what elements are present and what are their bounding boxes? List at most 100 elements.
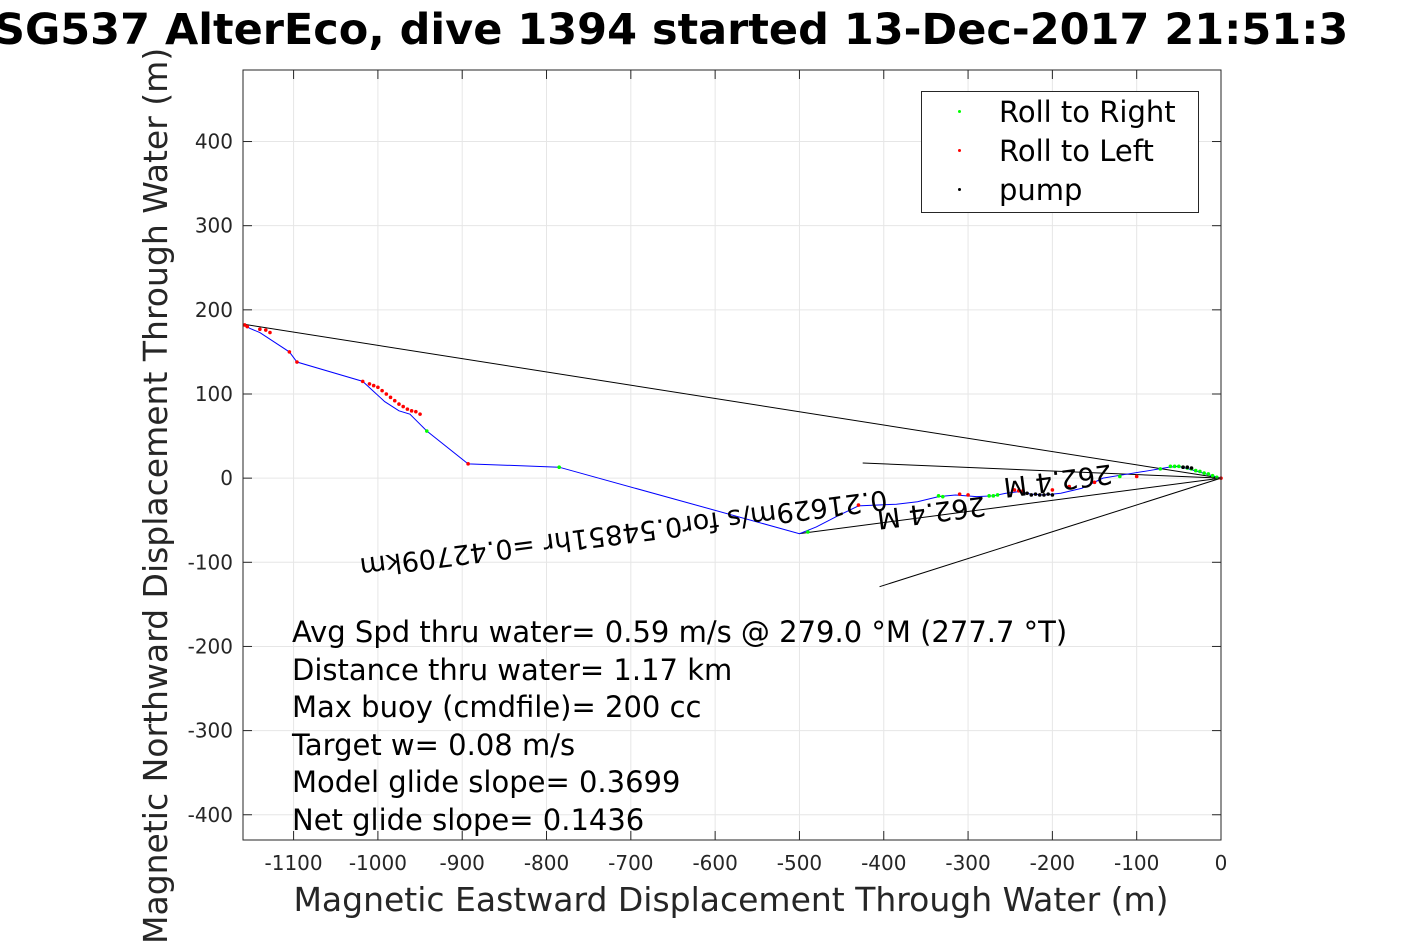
- legend-item-roll-right: Roll to Right: [922, 93, 1198, 131]
- stat-net-glide-slope: Net glide slope= 0.1436: [292, 803, 645, 837]
- x-tick-label: -500: [777, 851, 822, 875]
- reference-line: [879, 477, 1222, 588]
- x-axis-ticks: -1100 -1000 -900 -800 -700 -600 -500 -400 -300 -2…: [265, 70, 1228, 875]
- pump-point: [1025, 491, 1029, 496]
- pump-point: [1185, 465, 1190, 470]
- y-tick-label: 400: [195, 130, 233, 154]
- roll-to-left-point: [418, 412, 422, 416]
- roll-to-right-point: [987, 494, 991, 498]
- y-tick-label: -200: [188, 634, 233, 658]
- pump-point: [1037, 493, 1042, 497]
- y-tick-label: -100: [188, 550, 233, 574]
- x-tick-label: -600: [692, 851, 737, 875]
- legend-label: pump: [999, 173, 1083, 207]
- y-tick-label: 200: [195, 298, 233, 322]
- roll-to-left-point: [380, 388, 384, 393]
- x-tick-label: -300: [945, 851, 990, 875]
- roll-to-right-point: [940, 494, 945, 499]
- roll-to-right-point: [424, 429, 429, 433]
- roll-to-left-point: [1067, 484, 1072, 489]
- legend-item-pump: pump: [922, 171, 1198, 209]
- stat-target-w: Target w= 0.08 m/s: [292, 728, 576, 762]
- roll-to-left-point: [242, 323, 247, 327]
- roll-to-left-point: [856, 503, 861, 507]
- stat-model-glide-slope: Model glide slope= 0.3699: [292, 765, 681, 799]
- y-tick-label: -400: [188, 803, 233, 827]
- roll-to-right-point: [1172, 464, 1177, 469]
- roll-to-left-point: [295, 360, 299, 364]
- legend-item-roll-left: Roll to Left: [922, 132, 1198, 170]
- roll-to-left-point: [1021, 488, 1025, 493]
- reference-line: [799, 477, 1222, 535]
- roll-to-left-point: [245, 324, 250, 329]
- roll-to-left-point: [1134, 474, 1139, 479]
- reference-line: [862, 462, 1222, 479]
- roll-to-left-point: [466, 462, 470, 466]
- x-tick-label: -1100: [265, 851, 323, 875]
- roll-to-left-point: [957, 492, 962, 496]
- y-tick-label: -300: [188, 719, 233, 743]
- x-tick-label: -1000: [349, 851, 407, 875]
- roll-to-left-point: [263, 328, 268, 332]
- roll-to-right-point: [1206, 472, 1211, 476]
- roll-to-left-point: [409, 409, 414, 413]
- roll-to-left-point: [1092, 480, 1097, 485]
- roll-to-left-point: [397, 402, 401, 406]
- legend: Roll to Right Roll to Left pump: [921, 91, 1199, 213]
- legend-marker-green: [958, 110, 961, 113]
- roll-to-right-point: [995, 493, 1000, 497]
- track-line: [242, 323, 1222, 535]
- roll-to-right-point: [991, 494, 996, 498]
- pump-point: [1189, 466, 1194, 470]
- x-tick-label: -900: [440, 851, 485, 875]
- reference-line: [242, 323, 1222, 479]
- roll-to-right-point: [1193, 468, 1198, 473]
- roll-to-right-point: [1158, 467, 1163, 471]
- x-tick-label: -800: [524, 851, 569, 875]
- x-tick-label: -700: [608, 851, 653, 875]
- chart-title: SG537 AlterEco, dive 1394 started 13-Dec…: [0, 5, 1349, 55]
- roll-to-left-point: [268, 330, 272, 335]
- pump-point: [1029, 493, 1034, 497]
- pump-point: [1181, 465, 1185, 470]
- pump-point: [1033, 492, 1038, 496]
- roll-to-right-point: [1177, 464, 1181, 469]
- roll-to-left-point: [384, 392, 389, 396]
- roll-to-left-point: [405, 407, 410, 411]
- roll-to-left-point: [371, 383, 376, 388]
- roll-to-left-point: [401, 404, 405, 409]
- axes-box: [242, 69, 1222, 841]
- y-tick-label: 100: [195, 382, 233, 406]
- x-tick-label: 0: [1215, 851, 1228, 875]
- data-series: [242, 323, 1223, 535]
- roll-to-right-point: [936, 494, 941, 498]
- roll-to-left-point: [388, 395, 393, 400]
- stat-avg-speed: Avg Spd thru water= 0.59 m/s @ 279.0 °M …: [292, 615, 1068, 649]
- y-tick-label: 0: [220, 466, 233, 490]
- x-tick-label: -400: [861, 851, 906, 875]
- roll-to-left-point: [360, 379, 365, 384]
- roll-to-right-point: [557, 465, 561, 470]
- legend-marker-red: [958, 149, 961, 152]
- x-tick-label: -200: [1030, 851, 1075, 875]
- roll-to-left-point: [367, 382, 372, 386]
- reference-lines: [242, 323, 1222, 588]
- y-axis-label: Magnetic Northward Displacement Through …: [136, 47, 175, 944]
- roll-to-right-point: [806, 530, 810, 534]
- roll-to-left-point: [392, 398, 397, 403]
- roll-to-right-point: [1168, 464, 1173, 469]
- pump-point: [1046, 492, 1050, 496]
- roll-to-right-point: [1202, 471, 1206, 475]
- x-tick-label: -100: [1114, 851, 1159, 875]
- roll-to-left-point: [1012, 488, 1017, 492]
- stat-max-buoy: Max buoy (cmdfile)= 200 cc: [292, 690, 702, 724]
- roll-to-left-point: [414, 409, 418, 414]
- roll-to-right-point: [1210, 473, 1215, 478]
- pump-point: [1050, 493, 1055, 497]
- legend-label: Roll to Left: [999, 134, 1154, 168]
- roll-to-left-point: [1050, 488, 1055, 492]
- x-axis-label: Magnetic Eastward Displacement Through W…: [293, 880, 1169, 919]
- y-tick-label: 300: [195, 214, 233, 238]
- legend-marker-black: [958, 188, 961, 191]
